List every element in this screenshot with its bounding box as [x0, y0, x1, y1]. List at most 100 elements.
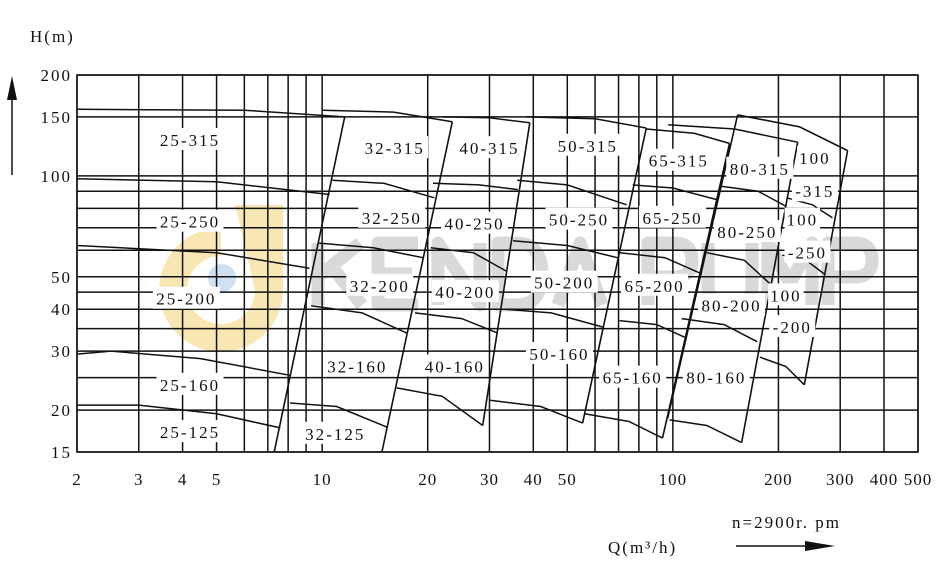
- curve-label-background: [361, 136, 429, 159]
- curve-label: 80-160: [686, 369, 746, 388]
- curve-label-background: [525, 342, 593, 365]
- x-tick-label: 3: [134, 470, 144, 489]
- watermark-letter-shape: [431, 236, 487, 312]
- curve-25-160: [76, 350, 291, 377]
- curve-label-background: [431, 280, 499, 303]
- curve-25-125: [77, 404, 281, 429]
- curve-25-250: [76, 178, 330, 196]
- curve-label-background: [358, 205, 426, 228]
- curve-label-background: [421, 354, 489, 377]
- curve-label: 32-200: [350, 277, 410, 296]
- curve-label: 32-125: [305, 425, 365, 444]
- region-edge-80-left: [666, 114, 739, 419]
- curve-25-200: [76, 244, 310, 270]
- curve-label-background: [682, 365, 750, 388]
- curve-label-background: [346, 273, 414, 296]
- region-edges: [273, 114, 849, 453]
- curve-32-250: [332, 179, 435, 199]
- x-tick-label: 2: [72, 470, 82, 489]
- curve-label-background: [156, 127, 224, 150]
- curve-label: 80-200: [701, 297, 761, 316]
- curve-label-background: [784, 207, 821, 230]
- curve-label: 25-250: [160, 213, 220, 232]
- x-tick-label: 10: [313, 470, 332, 489]
- curve-label-background: [726, 156, 794, 179]
- x-tick-label: 5: [212, 470, 222, 489]
- curve-label-background: [599, 365, 667, 388]
- curve-label: 32-250: [362, 209, 422, 228]
- curve-label: 25-125: [160, 423, 220, 442]
- curve-32-125: [289, 402, 388, 428]
- x-tick-label: 200: [764, 470, 793, 489]
- x-tick-label: 500: [904, 470, 933, 489]
- curve-80-160: [681, 317, 758, 343]
- x-axis-arrow-icon: [736, 541, 835, 551]
- y-tick-label: 100: [41, 167, 73, 186]
- x-tick-label: 400: [870, 470, 899, 489]
- curve-40-250: [432, 182, 518, 191]
- curve-label: 100: [770, 286, 802, 305]
- region-edge-40-right: [481, 122, 531, 426]
- curve-50-200: [512, 240, 618, 259]
- curve-100-200: [759, 356, 805, 386]
- curve-80-125: [669, 419, 742, 444]
- region-edge-100-right: [803, 150, 849, 385]
- x-tick-label: 20: [418, 470, 437, 489]
- curve-label-background: [769, 315, 816, 338]
- curve-label-background: [621, 273, 689, 296]
- curve-label: 32-315: [365, 139, 425, 158]
- curve-label-background: [156, 209, 224, 232]
- watermark-logo-icon: [159, 205, 283, 352]
- curve-50-250: [517, 179, 627, 206]
- curve-label: 65-160: [603, 369, 663, 388]
- curve-label-background: [156, 420, 224, 443]
- x-tick-label: 4: [178, 470, 188, 489]
- region-edge-100-top: [737, 114, 848, 152]
- x-tick-label: 100: [659, 470, 688, 489]
- curve-label-background: [554, 133, 622, 156]
- curve-label: -250: [788, 244, 827, 263]
- x-axis-label: Q(m³/h): [608, 538, 677, 557]
- watermark-letter-shape: [761, 236, 819, 305]
- curve-label-background: [797, 146, 833, 169]
- curve-label-background: [645, 148, 713, 171]
- x-tick-label: 30: [480, 470, 499, 489]
- curve-80-250: [721, 185, 787, 208]
- curve-label: 25-160: [160, 376, 220, 395]
- y-tick-label: 30: [51, 342, 72, 361]
- y-tick-label: 20: [51, 401, 72, 420]
- curve-label: 25-200: [156, 290, 216, 309]
- curve-label: 50-315: [558, 137, 618, 156]
- curve-label: 100: [799, 149, 831, 168]
- y-tick-label: 200: [41, 66, 73, 85]
- region-edge-32-right: [381, 121, 454, 453]
- curve-32-200: [319, 242, 424, 259]
- curve-40-125: [396, 387, 484, 427]
- curve-label-background: [784, 240, 831, 263]
- x-tick-label: 50: [558, 470, 577, 489]
- curve-label-background: [156, 372, 224, 395]
- curve-label: 80-250: [717, 223, 777, 242]
- curve-label-background: [441, 211, 509, 234]
- curve-label-background: [545, 207, 613, 230]
- curve-label: 100: [787, 211, 819, 230]
- curve-label: 65-315: [649, 152, 709, 171]
- curve-label-background: [639, 205, 707, 228]
- curve-label: 32-160: [327, 357, 387, 376]
- curve-label: -315: [795, 182, 834, 201]
- region-edge-50-right: [581, 127, 648, 424]
- curve-32-160: [310, 304, 407, 334]
- curve-label: 40-315: [459, 139, 519, 158]
- curve-40-315: [442, 116, 530, 124]
- curve-label: 65-200: [625, 277, 685, 296]
- curve-40-160: [414, 312, 498, 334]
- curve-label-background: [698, 293, 766, 316]
- curve-65-250: [632, 184, 717, 201]
- curve-80-315: [668, 124, 798, 143]
- curve-65-125: [584, 413, 663, 439]
- curve-label: 65-250: [642, 209, 702, 228]
- y-tick-label: 150: [41, 108, 73, 127]
- curve-label: 80-315: [730, 160, 790, 179]
- region-edge-32-left: [273, 116, 346, 453]
